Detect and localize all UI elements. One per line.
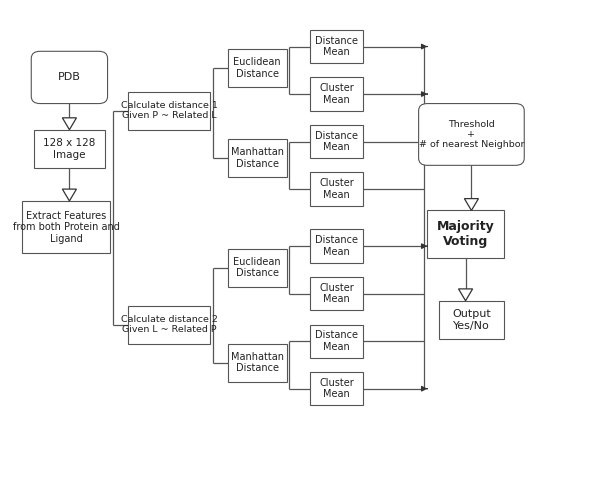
Polygon shape: [458, 289, 473, 301]
Text: Distance
Mean: Distance Mean: [315, 330, 358, 352]
FancyBboxPatch shape: [310, 77, 363, 111]
Text: Euclidean
Distance: Euclidean Distance: [234, 257, 281, 278]
FancyBboxPatch shape: [228, 139, 286, 177]
FancyBboxPatch shape: [310, 125, 363, 158]
FancyBboxPatch shape: [310, 229, 363, 263]
Text: Distance
Mean: Distance Mean: [315, 235, 358, 257]
FancyBboxPatch shape: [34, 130, 105, 168]
Text: Manhattan
Distance: Manhattan Distance: [231, 352, 284, 373]
FancyBboxPatch shape: [228, 344, 286, 381]
FancyBboxPatch shape: [428, 210, 504, 258]
FancyBboxPatch shape: [228, 49, 286, 87]
Text: Threshold
+
# of nearest Neighbor: Threshold + # of nearest Neighbor: [419, 120, 524, 149]
Text: Distance
Mean: Distance Mean: [315, 36, 358, 57]
Polygon shape: [62, 118, 77, 130]
Text: Cluster
Mean: Cluster Mean: [319, 178, 354, 200]
Text: Extract Features
from both Protein and
Ligand: Extract Features from both Protein and L…: [13, 210, 120, 244]
FancyBboxPatch shape: [128, 305, 210, 344]
FancyBboxPatch shape: [310, 277, 363, 310]
FancyBboxPatch shape: [310, 173, 363, 206]
FancyBboxPatch shape: [310, 372, 363, 405]
FancyBboxPatch shape: [419, 104, 524, 165]
Text: PDB: PDB: [58, 73, 81, 82]
Text: Cluster
Mean: Cluster Mean: [319, 378, 354, 400]
FancyBboxPatch shape: [31, 51, 108, 104]
Text: Calculate distance 2
Given L ~ Related P: Calculate distance 2 Given L ~ Related P: [121, 315, 217, 334]
Text: Distance
Mean: Distance Mean: [315, 131, 358, 152]
Text: 128 x 128
Image: 128 x 128 Image: [43, 138, 96, 160]
Text: Calculate distance 1
Given P ~ Related L: Calculate distance 1 Given P ~ Related L: [121, 101, 217, 120]
FancyBboxPatch shape: [310, 325, 363, 358]
FancyBboxPatch shape: [228, 249, 286, 286]
Text: Cluster
Mean: Cluster Mean: [319, 83, 354, 105]
FancyBboxPatch shape: [439, 301, 504, 339]
Text: Majority
Voting: Majority Voting: [437, 220, 494, 248]
Text: Cluster
Mean: Cluster Mean: [319, 283, 354, 304]
Text: Manhattan
Distance: Manhattan Distance: [231, 147, 284, 169]
Polygon shape: [464, 198, 479, 210]
FancyBboxPatch shape: [310, 30, 363, 63]
FancyBboxPatch shape: [128, 92, 210, 130]
Polygon shape: [62, 189, 77, 201]
Text: Output
Yes/No: Output Yes/No: [452, 309, 491, 331]
FancyBboxPatch shape: [23, 201, 110, 253]
Text: Euclidean
Distance: Euclidean Distance: [234, 57, 281, 79]
